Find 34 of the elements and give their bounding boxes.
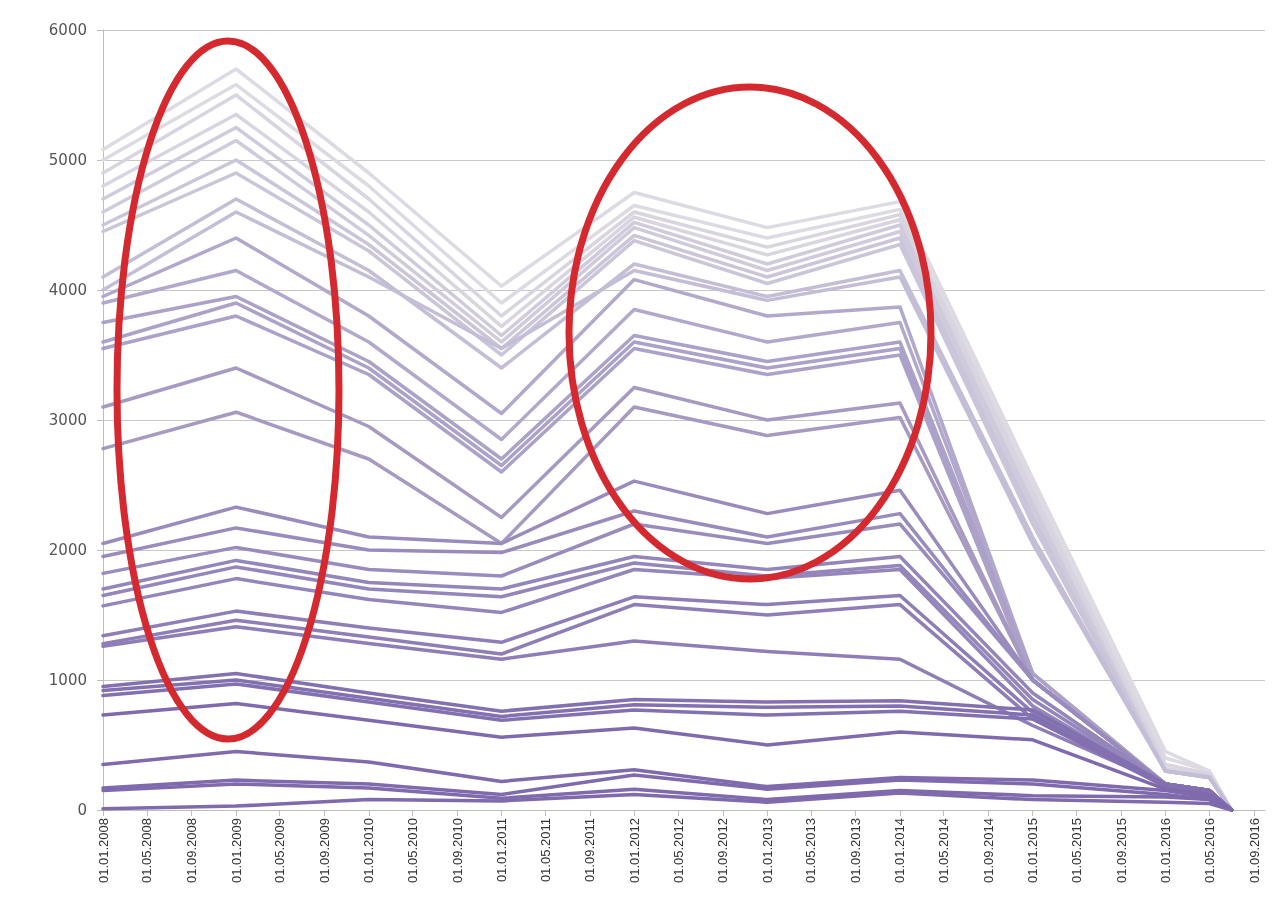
x-tick-label: 01.09.2012	[715, 818, 731, 884]
x-tick-label: 01.01.2010	[361, 818, 377, 884]
y-tick-label: 0	[77, 801, 87, 819]
x-tick-label: 01.01.2016	[1157, 818, 1173, 884]
x-tick-label: 01.05.2008	[139, 818, 155, 884]
x-tick-label: 01.09.2011	[582, 818, 598, 883]
y-tick-label: 6000	[48, 21, 87, 39]
x-tick-label: 01.09.2008	[184, 818, 200, 884]
x-tick-label: 01.09.2015	[1113, 818, 1129, 884]
y-tick-label: 4000	[48, 281, 87, 299]
x-tick-label: 01.05.2013	[803, 818, 819, 884]
x-tick-label: 01.01.2011	[493, 818, 509, 883]
x-tick-label: 01.01.2009	[228, 818, 244, 884]
x-tick-label: 01.05.2016	[1201, 818, 1217, 884]
y-tick-label: 1000	[48, 671, 87, 689]
x-tick-label: 01.01.2012	[626, 818, 642, 884]
x-tick-label: 01.05.2009	[272, 818, 288, 884]
x-tick-label: 01.09.2013	[848, 818, 864, 884]
x-tick-label: 01.09.2014	[980, 818, 996, 884]
x-tick-label: 01.01.2014	[892, 818, 908, 884]
y-tick-label: 2000	[48, 541, 87, 559]
x-tick-label: 01.05.2012	[670, 818, 686, 884]
y-tick-label: 3000	[48, 411, 87, 429]
x-tick-label: 01.01.2008	[95, 818, 111, 884]
x-tick-label: 01.09.2009	[316, 818, 332, 884]
x-tick-label: 01.05.2015	[1068, 818, 1084, 884]
x-tick-label: 01.09.2016	[1246, 818, 1262, 884]
x-tick-label: 01.01.2015	[1025, 818, 1041, 884]
x-tick-label: 01.09.2010	[449, 818, 465, 884]
x-tick-label: 01.05.2010	[404, 818, 420, 884]
x-tick-label: 01.05.2014	[936, 818, 952, 884]
y-tick-label: 5000	[48, 151, 87, 169]
x-tick-label: 01.05.2011	[537, 818, 553, 883]
x-tick-label: 01.01.2013	[759, 818, 775, 884]
